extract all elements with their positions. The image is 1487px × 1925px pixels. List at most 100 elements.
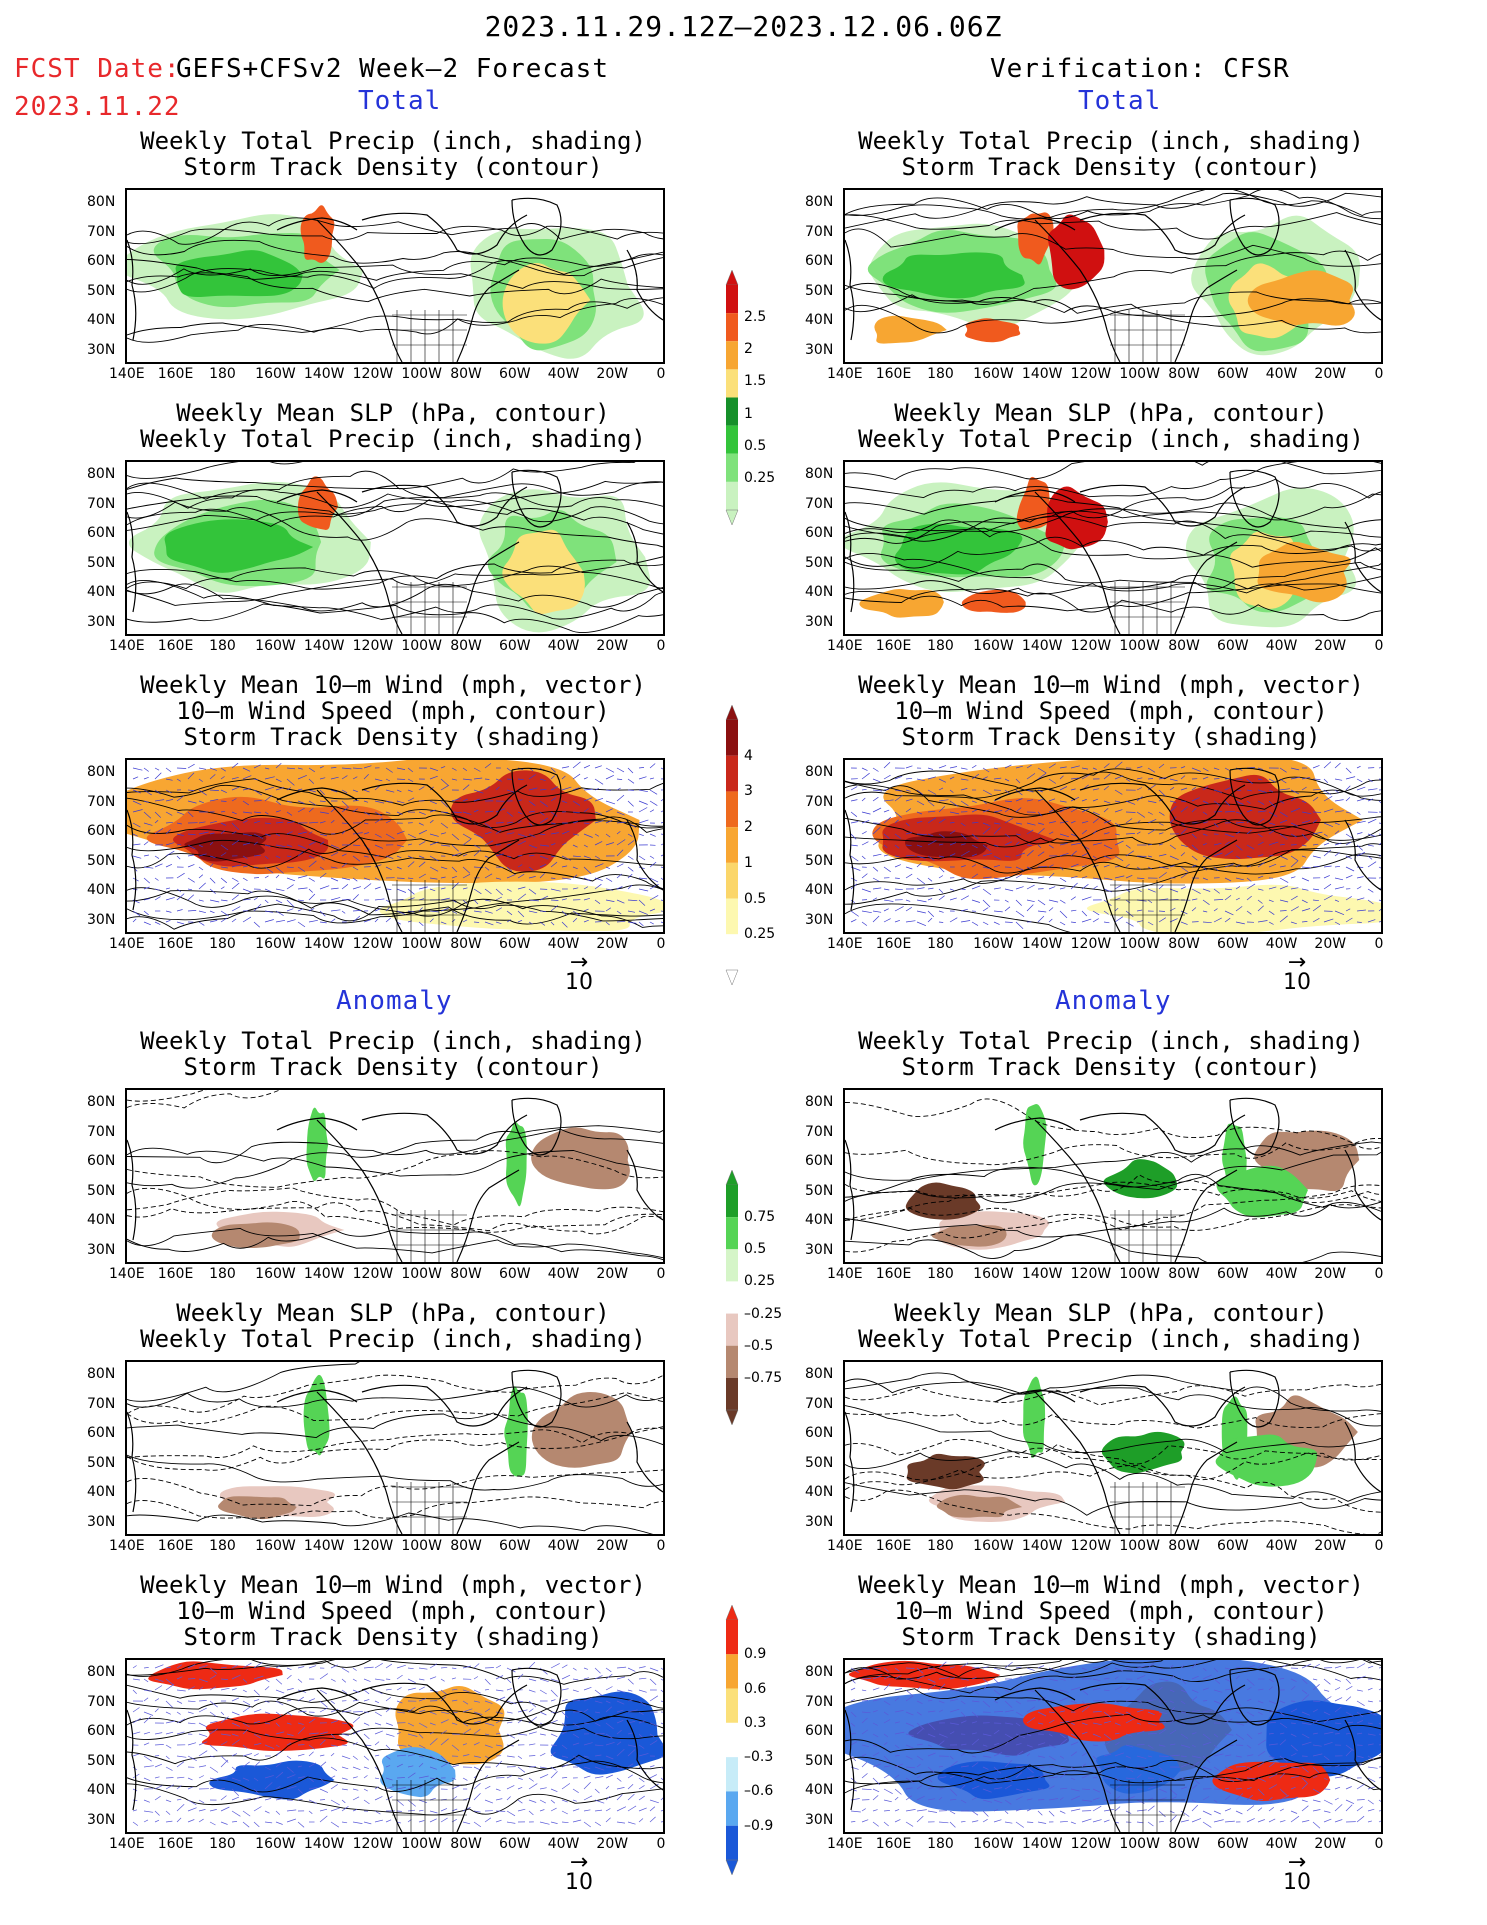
panel-title: Weekly Mean 10–m Wind (mph, vector) 10–m … [773,672,1449,750]
colorbar-segment [726,285,738,314]
lon-tick-label: 100W [401,1836,442,1852]
contour-line [845,1405,1381,1454]
map-canvas [127,1660,663,1832]
colorbar-label: –0.9 [744,1817,774,1834]
contour-line [127,1147,663,1177]
wind-vectors [850,1661,1381,1829]
colorbar-label: 3 [744,783,753,800]
lat-tick-label: 30N [805,1811,834,1828]
lon-tick-label: 160E [875,1836,912,1852]
lat-tick-label: 40N [805,1212,834,1228]
storm-shading [1086,884,1381,932]
anomaly-shading [1022,1376,1046,1458]
lon-tick-label: 0 [1374,936,1384,952]
panel-title-line: Storm Track Density (shading) [183,1623,603,1651]
contour-line [845,1443,1381,1481]
anomaly-shading [550,1691,663,1775]
precip-shading [961,589,1026,613]
lat-tick-label: 50N [805,554,834,571]
lat-tick-label: 80N [805,466,834,482]
lon-tick-label: 80W [1168,1836,1200,1852]
anomaly-shading [531,1127,630,1190]
map-canvas [845,190,1381,362]
lon-tick-label: 40W [1265,366,1298,382]
colorbar-label: 1 [744,405,753,422]
panel-title-line: Weekly Total Precip (inch, shading) [140,127,646,155]
contour-line [127,1512,653,1534]
vector-reference-value: 10 [1283,1870,1311,1895]
contour-line [845,1234,1381,1262]
lat-tick-label: 70N [805,1123,834,1140]
verification-label: Verification: CFSR [990,54,1290,84]
lat-tick-label: 70N [87,1123,116,1140]
lon-tick-label: 20W [1314,936,1347,952]
lon-tick-label: 40W [1265,1538,1298,1554]
contour-line [127,784,663,829]
lat-tick-label: 60N [87,1425,116,1441]
lon-tick-label: 40W [547,638,580,654]
lat-tick-label: 50N [87,282,116,299]
lon-tick-label: 160W [255,1266,296,1282]
colorbar-segment [726,453,738,482]
precip-shading [502,262,591,344]
vector-reference: → 10 [565,1852,593,1896]
lon-tick-label: 20W [596,936,629,952]
panel-title-line: Storm Track Density (contour) [183,1053,603,1081]
colorbar-label: –0.75 [744,1369,783,1386]
panel-title-line: Weekly Mean SLP (hPa, contour) [894,1299,1328,1327]
panel-title: Weekly Total Precip (inch, shading) Storm… [773,1028,1449,1080]
map-canvas [845,462,1381,634]
lat-tick-label: 70N [87,1395,116,1412]
coastlines [845,1369,1381,1534]
precip-shading [1045,486,1108,550]
lon-tick-label: 180 [927,1538,954,1554]
lat-tick-label: 50N [805,282,834,299]
lon-tick-label: 120W [1070,638,1112,654]
contour-line [127,1760,663,1793]
contour-line [845,493,1381,540]
vector-reference: → 10 [1283,1852,1311,1896]
lat-tick-label: 60N [805,1153,834,1169]
lon-tick-label: 80W [450,1538,482,1554]
lat-tick-label: 80N [805,194,834,210]
lon-tick-label: 140E [827,1836,863,1852]
contour-line [845,1142,1381,1166]
panel-title-line: Storm Track Density (contour) [901,153,1321,181]
lon-tick-label: 180 [209,936,236,952]
lat-tick-label: 70N [805,223,834,240]
panel-title-line: Storm Track Density (contour) [901,1053,1321,1081]
lon-tick-label: 180 [209,366,236,382]
lon-tick-label: 100W [1119,366,1160,382]
panel-title-line: 10–m Wind Speed (mph, contour) [176,697,610,725]
contour-line [127,298,663,343]
lon-tick-label: 0 [656,936,666,952]
contour-line [845,536,1381,569]
lon-tick-label: 120W [352,1836,394,1852]
lon-tick-label: 100W [401,1538,442,1554]
vector-reference-value: 10 [565,970,593,995]
colorbar-segment [726,755,738,792]
lon-tick-label: 20W [596,1538,629,1554]
lon-tick-label: 160E [875,366,912,382]
contour-line [845,1201,1381,1238]
contour-line [127,1227,663,1259]
lon-tick-label: 160W [973,936,1014,952]
lon-tick-label: 160E [157,1538,194,1554]
lon-tick-label: 180 [209,638,236,654]
anomaly-shading [905,1182,981,1220]
contour-line [127,824,663,866]
colorbar-segment [726,1217,738,1250]
colorbar-label: 0.6 [744,1680,767,1697]
lon-tick-label: 0 [656,1836,666,1852]
lon-tick-label: 80W [450,638,482,654]
lat-tick-label: 40N [805,882,834,898]
panel-title: Weekly Total Precip (inch, shading) Storm… [55,1028,731,1080]
lat-tick-label: 60N [87,1153,116,1169]
lon-tick-label: 20W [596,638,629,654]
contour-line [845,1452,1381,1490]
lat-tick-label: 40N [805,1484,834,1500]
colorbar-segment [726,791,738,828]
contour-line [127,272,663,303]
lon-tick-label: 140E [827,366,863,382]
lat-tick-label: 80N [87,466,116,482]
